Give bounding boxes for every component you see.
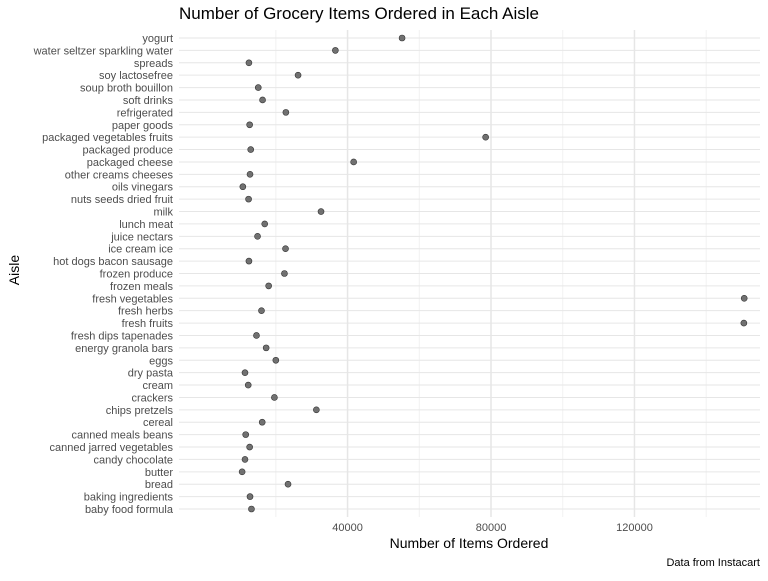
y-tick-label: spreads: [134, 58, 174, 70]
y-tick-label: packaged produce: [82, 145, 173, 157]
data-point: [238, 468, 246, 476]
y-tick-label: canned meals beans: [71, 430, 173, 442]
y-tick-label: soy lactosefree: [99, 70, 173, 82]
y-tick-label: yogurt: [142, 33, 173, 45]
y-tick-label: milk: [153, 207, 173, 219]
data-point: [282, 245, 289, 253]
y-tick-label: lunch meat: [119, 219, 173, 231]
chart-caption: Data from Instacart: [666, 557, 760, 569]
data-points: [238, 34, 748, 513]
data-point: [246, 443, 253, 451]
data-point: [246, 493, 254, 500]
y-tick-label: frozen meals: [110, 281, 173, 293]
y-tick-label: packaged cheese: [87, 157, 173, 169]
data-point: [332, 47, 339, 54]
data-point: [271, 394, 278, 401]
data-point: [350, 158, 357, 166]
y-tick-label: juice nectars: [110, 231, 173, 243]
y-tick-label: frozen produce: [100, 269, 173, 281]
data-point: [245, 59, 253, 67]
y-tick-label: hot dogs bacon sausage: [53, 256, 173, 268]
x-tick-label: 80000: [476, 522, 507, 534]
data-point: [253, 332, 260, 339]
y-tick-label: chips pretzels: [106, 405, 174, 417]
data-point: [239, 183, 247, 191]
data-point: [241, 456, 249, 463]
data-point: [242, 431, 250, 438]
data-point: [282, 109, 290, 116]
y-tick-label: fresh dips tapenades: [71, 330, 174, 342]
data-point: [740, 294, 748, 302]
y-tick-label: eggs: [149, 355, 173, 367]
x-axis-tick-labels: 40000 80000 120000: [332, 522, 653, 534]
y-tick-label: bread: [145, 479, 173, 491]
y-tick-label: nuts seeds dried fruit: [71, 194, 173, 206]
y-tick-label: fresh herbs: [118, 306, 174, 318]
x-tick-label: 40000: [332, 522, 363, 534]
y-tick-label: paper goods: [112, 120, 174, 132]
data-point: [740, 319, 748, 327]
y-tick-label: oils vinegars: [112, 182, 174, 194]
data-point: [313, 406, 320, 414]
y-tick-label: fresh fruits: [122, 318, 174, 330]
data-point: [262, 344, 270, 352]
data-point: [248, 505, 255, 513]
data-point: [265, 282, 272, 290]
data-point: [294, 71, 302, 79]
y-tick-label: cereal: [143, 417, 173, 429]
y-tick-label: dry pasta: [128, 368, 174, 380]
y-tick-label: other creams cheeses: [65, 169, 174, 181]
data-point: [398, 34, 406, 42]
data-point: [254, 84, 262, 91]
y-tick-label: canned jarred vegetables: [49, 442, 173, 454]
y-tick-label: fresh vegetables: [92, 293, 173, 305]
y-tick-label: baking ingredients: [84, 492, 174, 504]
data-point: [258, 418, 266, 426]
data-point: [261, 220, 269, 228]
major-gridlines: [179, 30, 760, 517]
y-tick-label: water seltzer sparkling water: [33, 45, 174, 57]
y-tick-label: candy chocolate: [94, 454, 174, 466]
x-tick-label: 120000: [616, 522, 653, 534]
y-tick-label: crackers: [131, 392, 173, 404]
y-tick-label: refrigerated: [117, 107, 173, 119]
data-point: [246, 171, 254, 178]
data-point: [317, 208, 325, 215]
x-axis-label: Number of Items Ordered: [389, 535, 549, 551]
data-point: [258, 307, 265, 314]
chart-title: Number of Grocery Items Ordered in Each …: [179, 4, 539, 23]
data-point: [245, 195, 252, 203]
y-tick-label: cream: [142, 380, 173, 392]
y-tick-label: packaged vegetables fruits: [42, 132, 173, 144]
y-tick-label: butter: [145, 467, 173, 479]
data-point: [272, 356, 280, 364]
data-point: [482, 133, 489, 141]
data-point: [259, 96, 266, 104]
data-point: [244, 381, 252, 389]
y-tick-label: soup broth bouillon: [80, 83, 173, 95]
data-point: [281, 270, 288, 277]
data-point: [284, 480, 292, 488]
data-point: [247, 146, 255, 153]
data-point: [246, 121, 253, 129]
data-point: [254, 233, 261, 240]
data-point: [245, 257, 253, 265]
y-axis-label: Aisle: [6, 254, 22, 286]
y-tick-label: soft drinks: [123, 95, 174, 107]
data-point: [241, 369, 249, 376]
y-tick-label: baby food formula: [85, 504, 174, 516]
y-tick-label: ice cream ice: [108, 244, 173, 256]
y-tick-label: energy granola bars: [75, 343, 173, 355]
